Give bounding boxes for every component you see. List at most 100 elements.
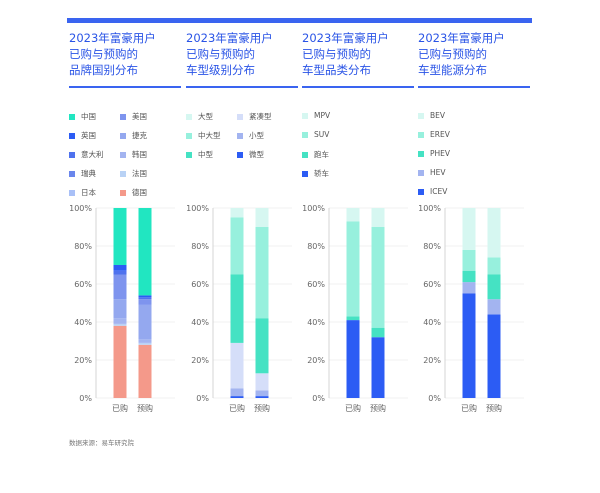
- bar-segment: [230, 396, 244, 398]
- legend-item: 中大型: [186, 130, 221, 141]
- legend-swatch: [69, 132, 75, 139]
- legend-item: 微型: [237, 149, 264, 160]
- bar-segment: [462, 208, 476, 250]
- legend-item: 英国: [69, 130, 96, 141]
- legend-item: 捷克: [120, 130, 147, 141]
- y-tick-label: 0%: [428, 394, 441, 403]
- y-tick-label: 20%: [307, 356, 325, 365]
- bar-segment: [138, 304, 152, 340]
- legend-swatch: [418, 131, 424, 138]
- legend-label: 中型: [198, 150, 213, 159]
- bar-segment: [113, 299, 127, 319]
- legend-item: HEV: [418, 168, 446, 177]
- legend-label: 法国: [132, 169, 147, 178]
- legend-swatch: [418, 169, 424, 176]
- legend-label: 意大利: [81, 150, 104, 159]
- legend-label: 小型: [249, 131, 264, 140]
- bar-segment: [255, 227, 269, 319]
- x-tick-label: 已购: [461, 403, 477, 413]
- legend-label: 瑞典: [81, 169, 96, 178]
- legend-item: 中国: [69, 111, 96, 122]
- bar-segment: [371, 327, 385, 338]
- legend-item: 跑车: [302, 149, 329, 160]
- legend-label: 捷克: [132, 131, 147, 140]
- bar-segment: [487, 257, 501, 275]
- y-tick-label: 20%: [423, 356, 441, 365]
- legend-swatch: [69, 151, 75, 158]
- bar-segment: [346, 221, 360, 317]
- legend-label: 跑车: [314, 150, 329, 159]
- y-tick-label: 40%: [423, 318, 441, 327]
- panel-4-header: 2023年富豪用户 已购与预购的 车型能源分布: [418, 30, 530, 88]
- y-tick-label: 100%: [186, 204, 209, 213]
- legend-label: 德国: [132, 188, 147, 197]
- legend-swatch: [120, 170, 126, 177]
- bar-segment: [113, 318, 127, 324]
- bar-segment: [255, 208, 269, 227]
- bar-segment: [255, 396, 269, 398]
- bar-segment: [462, 249, 476, 271]
- legend-swatch: [69, 189, 75, 196]
- legend-swatch: [302, 151, 308, 158]
- x-tick-label: 预购: [370, 403, 386, 413]
- legend-label: 英国: [81, 131, 96, 140]
- bar-segment: [138, 339, 152, 343]
- bar-segment: [113, 265, 127, 271]
- legend-swatch: [237, 113, 243, 120]
- x-tick-label: 已购: [229, 403, 245, 413]
- bar-segment: [138, 208, 152, 296]
- panel-3-header: 2023年富豪用户 已购与预购的 车型品类分布: [302, 30, 414, 88]
- legend-item: BEV: [418, 111, 445, 120]
- bar-segment: [346, 208, 360, 222]
- bar-segment: [230, 208, 244, 218]
- top-accent-bar: [67, 18, 532, 23]
- legend-item: PHEV: [418, 149, 450, 158]
- x-tick-label: 预购: [254, 403, 270, 413]
- bar-segment: [487, 314, 501, 398]
- legend-item: 小型: [237, 130, 264, 141]
- y-tick-label: 80%: [74, 242, 92, 251]
- legend-swatch: [186, 113, 192, 120]
- y-tick-label: 40%: [307, 318, 325, 327]
- legend-label: EREV: [430, 130, 450, 139]
- bar-segment: [487, 274, 501, 300]
- panel-1-underline: [69, 86, 181, 88]
- y-tick-label: 20%: [74, 356, 92, 365]
- legend-swatch: [186, 132, 192, 139]
- bar-segment: [371, 208, 385, 227]
- x-tick-label: 已购: [345, 403, 361, 413]
- y-tick-label: 40%: [74, 318, 92, 327]
- y-tick-label: 60%: [423, 280, 441, 289]
- bar-segment: [113, 274, 127, 300]
- legend-item: 大型: [186, 111, 213, 122]
- legend-item: 意大利: [69, 149, 104, 160]
- y-tick-label: 60%: [307, 280, 325, 289]
- legend-label: MPV: [314, 111, 331, 120]
- bar-segment: [138, 299, 152, 305]
- bar-segment: [230, 388, 244, 397]
- x-tick-label: 已购: [112, 403, 128, 413]
- legend-swatch: [237, 151, 243, 158]
- y-tick-label: 0%: [312, 394, 325, 403]
- panel-3-title: 2023年富豪用户 已购与预购的 车型品类分布: [302, 31, 389, 77]
- y-tick-label: 40%: [191, 318, 209, 327]
- bar-segment: [255, 390, 269, 397]
- bar-segment: [462, 270, 476, 283]
- bar-segment: [138, 344, 152, 398]
- legend-item: 韩国: [120, 149, 147, 160]
- legend-label: 中国: [81, 112, 96, 121]
- legend-swatch: [302, 112, 308, 119]
- legend-label: 中大型: [198, 131, 221, 140]
- legend-item: 中型: [186, 149, 213, 160]
- legend-swatch: [120, 151, 126, 158]
- bar-segment: [487, 299, 501, 315]
- panel-2-header: 2023年富豪用户 已购与预购的 车型级别分布: [186, 30, 298, 88]
- y-tick-label: 60%: [191, 280, 209, 289]
- legend-label: SUV: [314, 130, 330, 139]
- legend-label: 轿车: [314, 169, 329, 178]
- data-source-note: 数据来源：易车研究院: [69, 439, 134, 447]
- legend-label: BEV: [430, 111, 446, 120]
- y-tick-label: 0%: [196, 394, 209, 403]
- legend-label: ICEV: [430, 187, 448, 196]
- legend-swatch: [120, 113, 126, 120]
